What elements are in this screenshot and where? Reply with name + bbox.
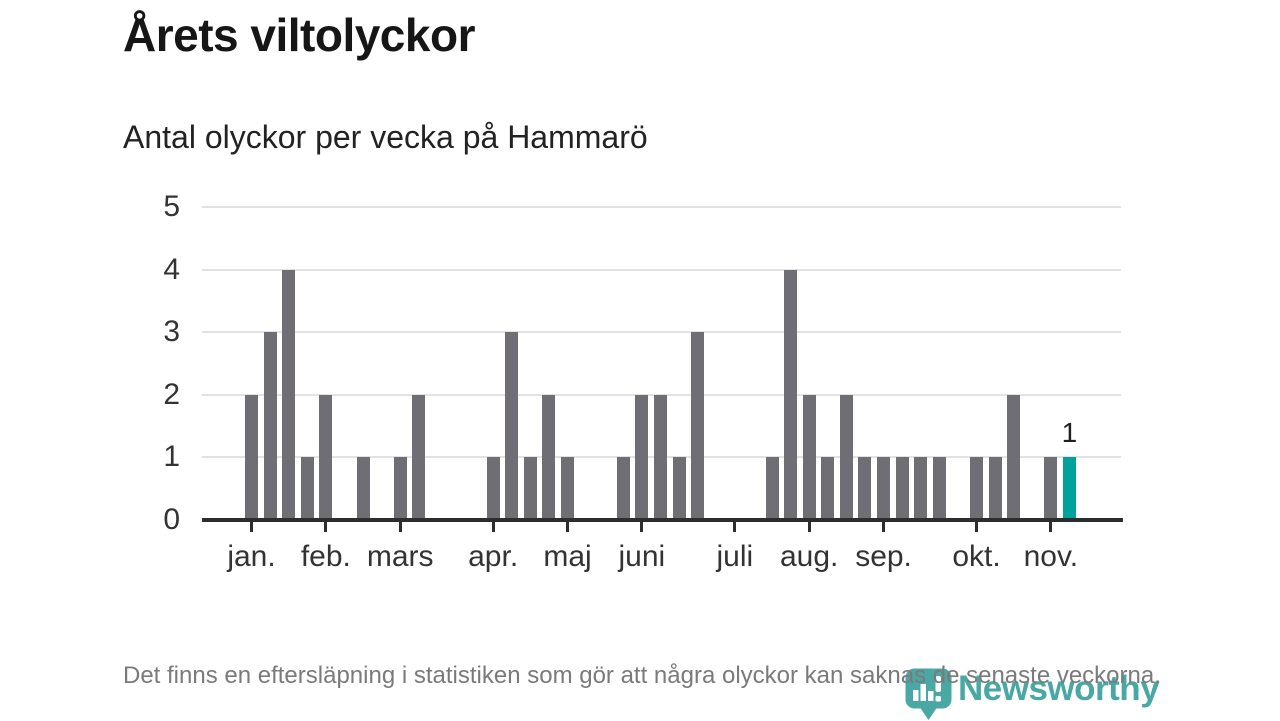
- x-axis-month-label: nov.: [1023, 540, 1079, 573]
- bar: [914, 457, 928, 520]
- gridline: [202, 206, 1121, 208]
- bar: [839, 394, 853, 520]
- bar: [858, 457, 872, 520]
- gridline: [202, 331, 1121, 334]
- bar: [1007, 394, 1021, 520]
- bar: [970, 457, 983, 520]
- x-axis-tick: [566, 522, 570, 532]
- x-axis-tick: [975, 522, 978, 532]
- bar: [932, 457, 946, 520]
- x-axis-tick: [640, 522, 644, 532]
- x-axis-tick: [398, 522, 402, 532]
- x-axis-month-label: juli: [716, 540, 754, 573]
- x-axis-month-label: jan.: [227, 540, 276, 573]
- x-axis-month-label: apr.: [468, 540, 519, 573]
- x-axis-tick: [733, 522, 737, 532]
- bar: [505, 332, 519, 520]
- y-axis-tick-label: 3: [163, 315, 180, 349]
- newsworthy-wordmark: Newsworthy: [958, 669, 1160, 708]
- x-axis-tick: [324, 522, 328, 532]
- bar: [616, 457, 630, 520]
- bar: [877, 457, 891, 520]
- bar: [356, 457, 370, 520]
- page-title: Årets viltolyckor: [123, 9, 475, 61]
- bar: [802, 394, 816, 520]
- gridline: [202, 268, 1121, 271]
- bar: [282, 269, 296, 520]
- bar: [635, 394, 649, 520]
- bar: [895, 457, 909, 520]
- bar: [263, 332, 277, 520]
- x-axis-month-label: maj: [543, 540, 592, 573]
- bar: [691, 332, 705, 520]
- bar: [393, 457, 407, 520]
- x-axis-month-label: feb.: [300, 540, 351, 573]
- bar: [765, 457, 779, 520]
- y-axis-tick-label: 5: [163, 190, 180, 223]
- bar: [672, 457, 686, 520]
- bar: [1044, 457, 1058, 520]
- bar: [300, 457, 314, 520]
- bar: [412, 394, 426, 520]
- newsworthy-logo: Newsworthy: [905, 667, 1165, 720]
- bar: [245, 394, 258, 520]
- x-axis-line: [202, 518, 1123, 522]
- x-axis-month-label: mars: [366, 540, 434, 573]
- bar: [784, 269, 798, 520]
- x-axis-month-label: juni: [618, 540, 666, 573]
- footnote-text: Det finns en eftersläpning i statistiken…: [123, 662, 1161, 689]
- x-axis-month-label: okt.: [952, 540, 1001, 573]
- y-axis-tick-label: 0: [163, 503, 180, 536]
- x-axis-tick: [882, 522, 886, 532]
- x-axis-month-label: aug.: [779, 540, 839, 573]
- bar: [821, 457, 835, 520]
- x-axis-tick: [250, 522, 253, 532]
- bar: [988, 457, 1002, 520]
- bar: [542, 394, 556, 520]
- x-axis-tick: [807, 522, 811, 532]
- newsworthy-pin-icon: [905, 668, 952, 720]
- x-axis-month-label: sep.: [855, 540, 912, 573]
- bar: [653, 394, 667, 520]
- y-axis-tick-label: 1: [163, 440, 180, 474]
- y-axis-tick-label: 2: [163, 377, 180, 411]
- chart-subtitle: Antal olyckor per vecka på Hammarö: [123, 119, 648, 155]
- bar-value-label: 1: [1061, 417, 1078, 449]
- x-axis-tick: [1049, 522, 1053, 532]
- bar: [319, 394, 333, 520]
- bar: [561, 457, 575, 520]
- x-axis-tick: [491, 522, 495, 532]
- y-axis-tick-label: 4: [163, 252, 180, 286]
- bar: [486, 457, 500, 520]
- bar: [523, 457, 537, 520]
- bar-current-week: [1062, 457, 1076, 520]
